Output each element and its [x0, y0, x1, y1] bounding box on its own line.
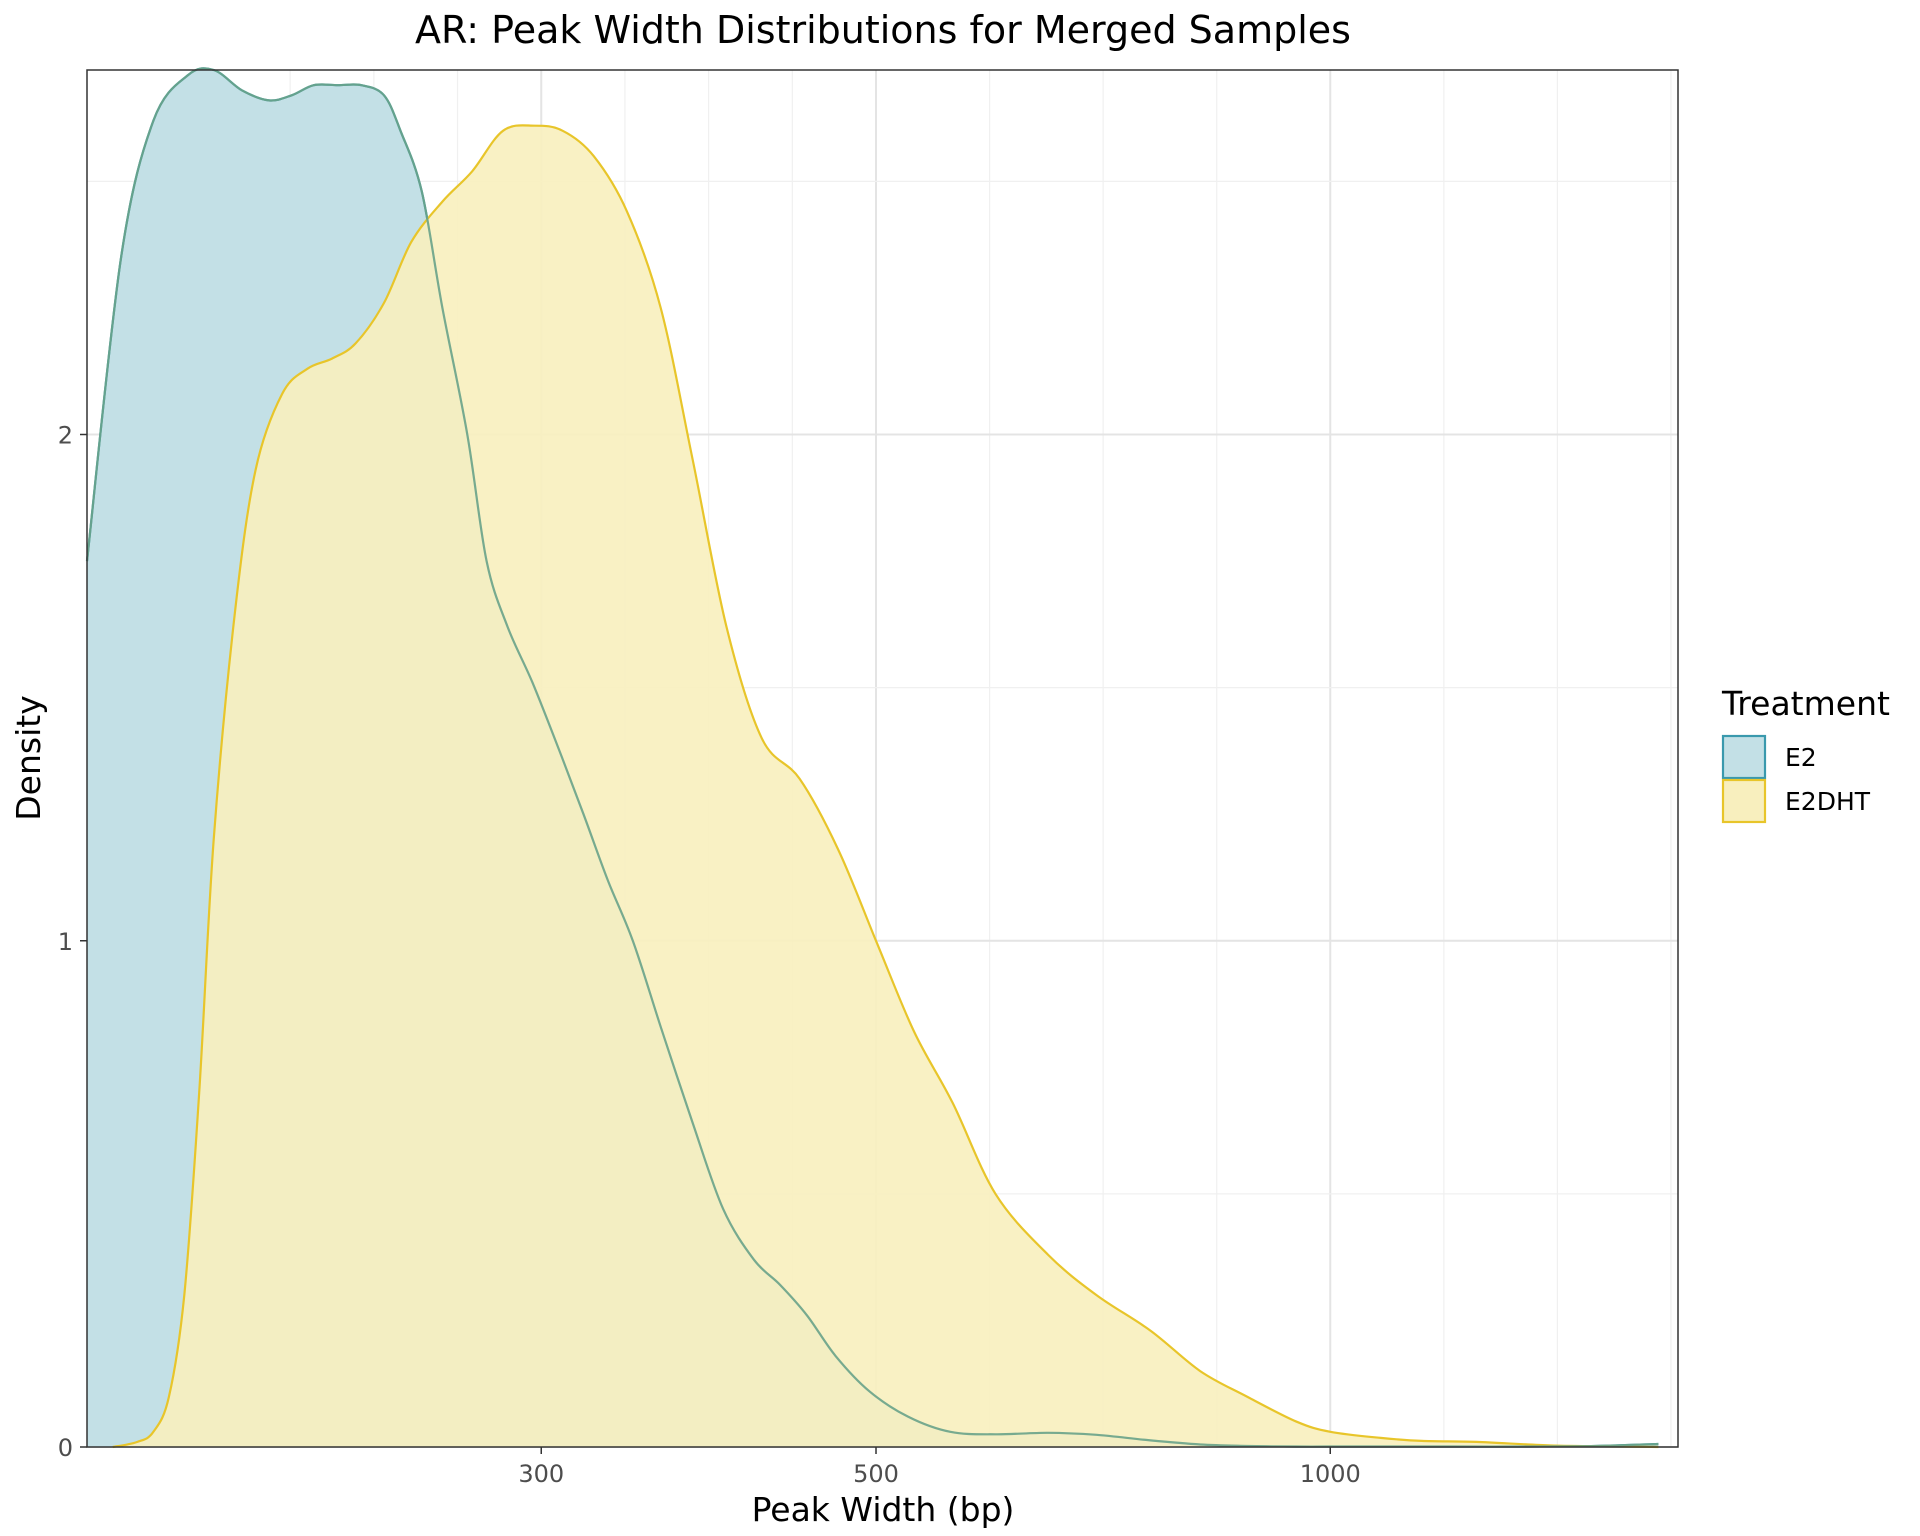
y-axis-title: Density [9, 695, 48, 820]
legend-label-e2: E2 [1785, 743, 1817, 772]
legend-key-e2dht [1721, 778, 1767, 824]
x-axis-ticks: 300 500 1000 [518, 1447, 1361, 1488]
plot-panel-border [86, 69, 1679, 1448]
density-areas [85, 67, 1659, 1449]
series-area-e2dht [112, 125, 1659, 1448]
legend-label-e2dht: E2DHT [1785, 787, 1871, 816]
legend: Treatment E2 E2DHT [1721, 684, 1890, 824]
legend-items: E2 E2DHT [1721, 734, 1871, 824]
x-axis-title: Peak Width (bp) [752, 1490, 1015, 1529]
series-line-e2-overlay [85, 67, 1659, 1448]
x-tick-label: 300 [518, 1460, 564, 1488]
y-tick-label: 1 [58, 928, 73, 956]
y-tick-label: 0 [58, 1434, 73, 1462]
series-line-e2dht [112, 124, 1659, 1449]
y-tick-label: 2 [58, 422, 73, 450]
y-axis-ticks: 0 1 2 [58, 422, 87, 1462]
chart-title: AR: Peak Width Distributions for Merged … [415, 8, 1351, 52]
legend-key-e2 [1721, 734, 1767, 780]
x-tick-label: 1000 [1300, 1460, 1361, 1488]
x-tick-label: 500 [853, 1460, 899, 1488]
legend-title: Treatment [1721, 684, 1890, 723]
